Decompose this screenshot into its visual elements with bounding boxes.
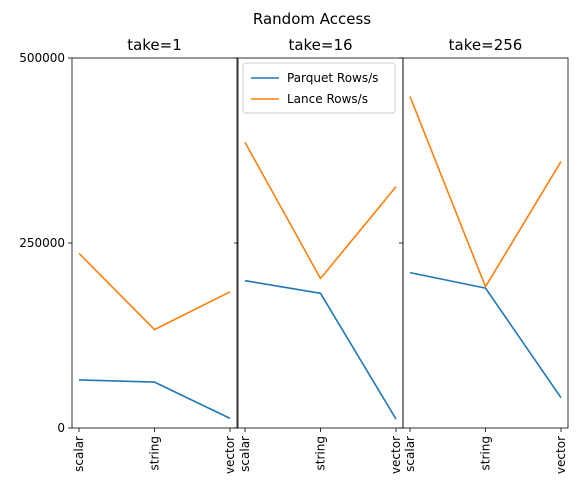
x-tick-label: string [314,436,328,470]
legend: Parquet Rows/s Lance Rows/s [242,62,396,114]
chart-title: Random Access [253,10,371,28]
legend-box [242,62,396,114]
panel-frame [402,57,569,429]
x-tick-label: vector [223,436,237,474]
panel-1: take=1 scalar string vector 0 250000 500000 [19,36,238,474]
x-tick-label: scalar [238,436,252,472]
panel-title: take=256 [449,36,523,54]
x-tick-label: scalar [403,436,417,472]
panel-3: take=256 scalar string vector [399,36,569,474]
panel-frame [71,57,238,429]
y-tick-label: 0 [57,421,65,435]
series-line-parquet [78,379,231,420]
panel-title: take=16 [288,36,352,54]
legend-entry: Parquet Rows/s [287,71,378,85]
x-tick-label: string [148,436,162,470]
series-line-parquet [409,271,562,399]
series-line-lance [78,252,231,331]
y-tick-label: 250000 [19,236,65,250]
panel-title: take=1 [127,36,182,54]
series-line-lance [244,142,397,280]
panel-2: take=16 scalar string vector [234,36,404,474]
series-line-lance [409,96,562,288]
x-tick-label: string [479,436,493,470]
x-tick-label: vector [389,436,403,474]
x-tick-label: scalar [72,436,86,472]
series-line-parquet [244,279,397,420]
y-tick-label: 500000 [19,51,65,65]
x-tick-label: vector [554,436,568,474]
legend-entry: Lance Rows/s [287,92,368,106]
